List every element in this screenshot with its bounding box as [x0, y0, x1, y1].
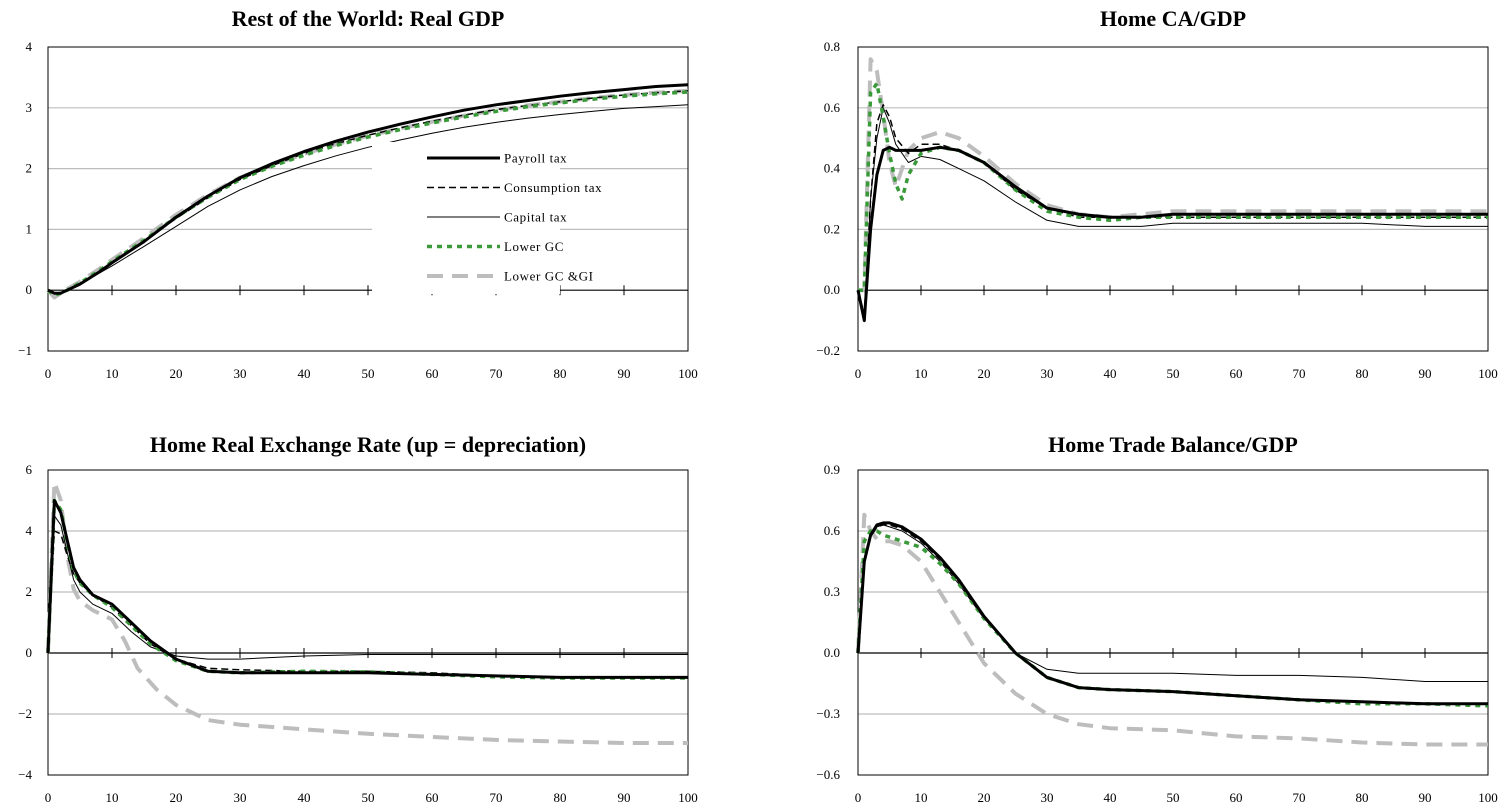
y-tick-label: 4: [26, 39, 33, 54]
chart-panel-3: Home Real Exchange Rate (up = depreciati…: [18, 432, 698, 805]
y-tick-label: 0.0: [824, 282, 840, 297]
y-tick-label: 4: [26, 523, 33, 538]
y-tick-label: −1: [18, 343, 32, 358]
legend-label: Lower GC: [504, 239, 564, 254]
y-tick-label: −4: [18, 767, 32, 782]
x-tick-label: 10: [915, 790, 928, 805]
series-line-capital-tax: [857, 107, 1488, 322]
series-line-capital-tax: [857, 524, 1488, 682]
x-tick-label: 100: [678, 790, 698, 805]
x-tick-label: 80: [1356, 366, 1369, 381]
x-tick-label: 60: [1230, 366, 1243, 381]
x-tick-label: 10: [106, 790, 119, 805]
x-tick-label: 0: [45, 366, 52, 381]
series-line-payroll-tax: [856, 145, 1488, 323]
x-tick-label: 0: [45, 790, 52, 805]
x-tick-label: 70: [1293, 366, 1306, 381]
chart-title: Rest of the World: Real GDP: [232, 6, 505, 31]
y-tick-label: −0.2: [816, 343, 840, 358]
x-tick-label: 30: [1041, 366, 1054, 381]
x-tick-label: 60: [426, 790, 439, 805]
series-line-lower-gc-gi: [46, 480, 688, 745]
y-tick-label: 0.0: [824, 645, 840, 660]
x-tick-label: 100: [1478, 366, 1498, 381]
x-tick-label: 50: [362, 790, 375, 805]
x-tick-label: 40: [1104, 790, 1117, 805]
series-line-lower-gc-gi: [858, 57, 1488, 293]
series-line-payroll-tax: [47, 83, 689, 295]
x-tick-label: 40: [1104, 366, 1117, 381]
x-tick-label: 40: [298, 790, 311, 805]
x-tick-label: 30: [234, 790, 247, 805]
x-tick-label: 100: [678, 366, 698, 381]
series-line-lower-gc-gi: [856, 512, 1488, 747]
y-tick-label: 0.2: [824, 221, 840, 236]
y-tick-label: 0.8: [824, 39, 840, 54]
chart-title: Home Real Exchange Rate (up = depreciati…: [150, 432, 586, 457]
y-tick-label: 0: [26, 645, 33, 660]
legend-label: Capital tax: [504, 210, 567, 225]
legend: Payroll tax Consumption tax Capital tax Low…: [372, 142, 602, 294]
y-tick-label: 0: [26, 282, 33, 297]
x-tick-label: 20: [978, 366, 991, 381]
x-tick-label: 60: [1230, 790, 1243, 805]
x-tick-label: 30: [234, 366, 247, 381]
y-tick-label: −0.3: [816, 706, 840, 721]
x-tick-label: 80: [1356, 790, 1369, 805]
x-tick-label: 20: [978, 790, 991, 805]
series-line-payroll-tax: [46, 499, 688, 679]
y-tick-label: 0.6: [824, 523, 841, 538]
x-tick-label: 70: [490, 790, 503, 805]
x-tick-label: 90: [618, 366, 631, 381]
chart-panel-2: Home CA/GDP 0.8 0.6 0.4 0.2 0.0 −0.2 0 10 20 30 40 5…: [816, 6, 1497, 381]
series-line-payroll-tax: [856, 521, 1488, 706]
x-tick-label: 90: [1419, 790, 1432, 805]
x-tick-label: 0: [855, 790, 862, 805]
x-tick-label: 70: [490, 366, 503, 381]
chart-panel-4: Home Trade Balance/GDP 0.9 0.6 0.3 0.0 −0.3 −0…: [816, 432, 1497, 805]
x-tick-label: 40: [298, 366, 311, 381]
x-tick-label: 60: [426, 366, 439, 381]
y-tick-label: 0.3: [824, 584, 840, 599]
legend-label: Payroll tax: [504, 151, 567, 166]
plot-frame: [47, 469, 689, 776]
x-tick-label: 50: [1167, 790, 1180, 805]
y-tick-label: 2: [26, 584, 33, 599]
x-tick-label: 0: [855, 366, 862, 381]
series-line-lower-gc: [858, 81, 1488, 292]
y-tick-label: −0.6: [816, 767, 840, 782]
chart-title: Home Trade Balance/GDP: [1048, 432, 1298, 457]
x-tick-label: 80: [554, 790, 567, 805]
x-tick-label: 50: [1167, 366, 1180, 381]
x-tick-label: 90: [618, 790, 631, 805]
chart-title: Home CA/GDP: [1100, 6, 1246, 31]
y-tick-label: 1: [26, 221, 33, 236]
plot-frame: [857, 46, 1489, 352]
y-tick-label: 3: [26, 100, 33, 115]
x-tick-label: 100: [1478, 790, 1498, 805]
x-tick-label: 30: [1041, 790, 1054, 805]
y-tick-label: 0.9: [824, 462, 840, 477]
y-tick-label: 6: [26, 462, 33, 477]
y-tick-label: 0.6: [824, 100, 841, 115]
x-tick-label: 20: [170, 790, 183, 805]
y-tick-label: 0.4: [824, 161, 841, 176]
x-tick-label: 90: [1419, 366, 1432, 381]
x-tick-label: 70: [1293, 790, 1306, 805]
plot-frame: [857, 469, 1489, 776]
x-tick-label: 80: [554, 366, 567, 381]
x-tick-label: 10: [106, 366, 119, 381]
legend-label: Consumption tax: [504, 180, 602, 195]
y-tick-label: −2: [18, 706, 32, 721]
x-tick-label: 50: [362, 366, 375, 381]
y-tick-label: 2: [26, 161, 33, 176]
legend-label: Lower GC &GI: [504, 269, 594, 284]
x-tick-label: 10: [915, 366, 928, 381]
plot-frame: [47, 46, 689, 352]
x-tick-label: 20: [170, 366, 183, 381]
